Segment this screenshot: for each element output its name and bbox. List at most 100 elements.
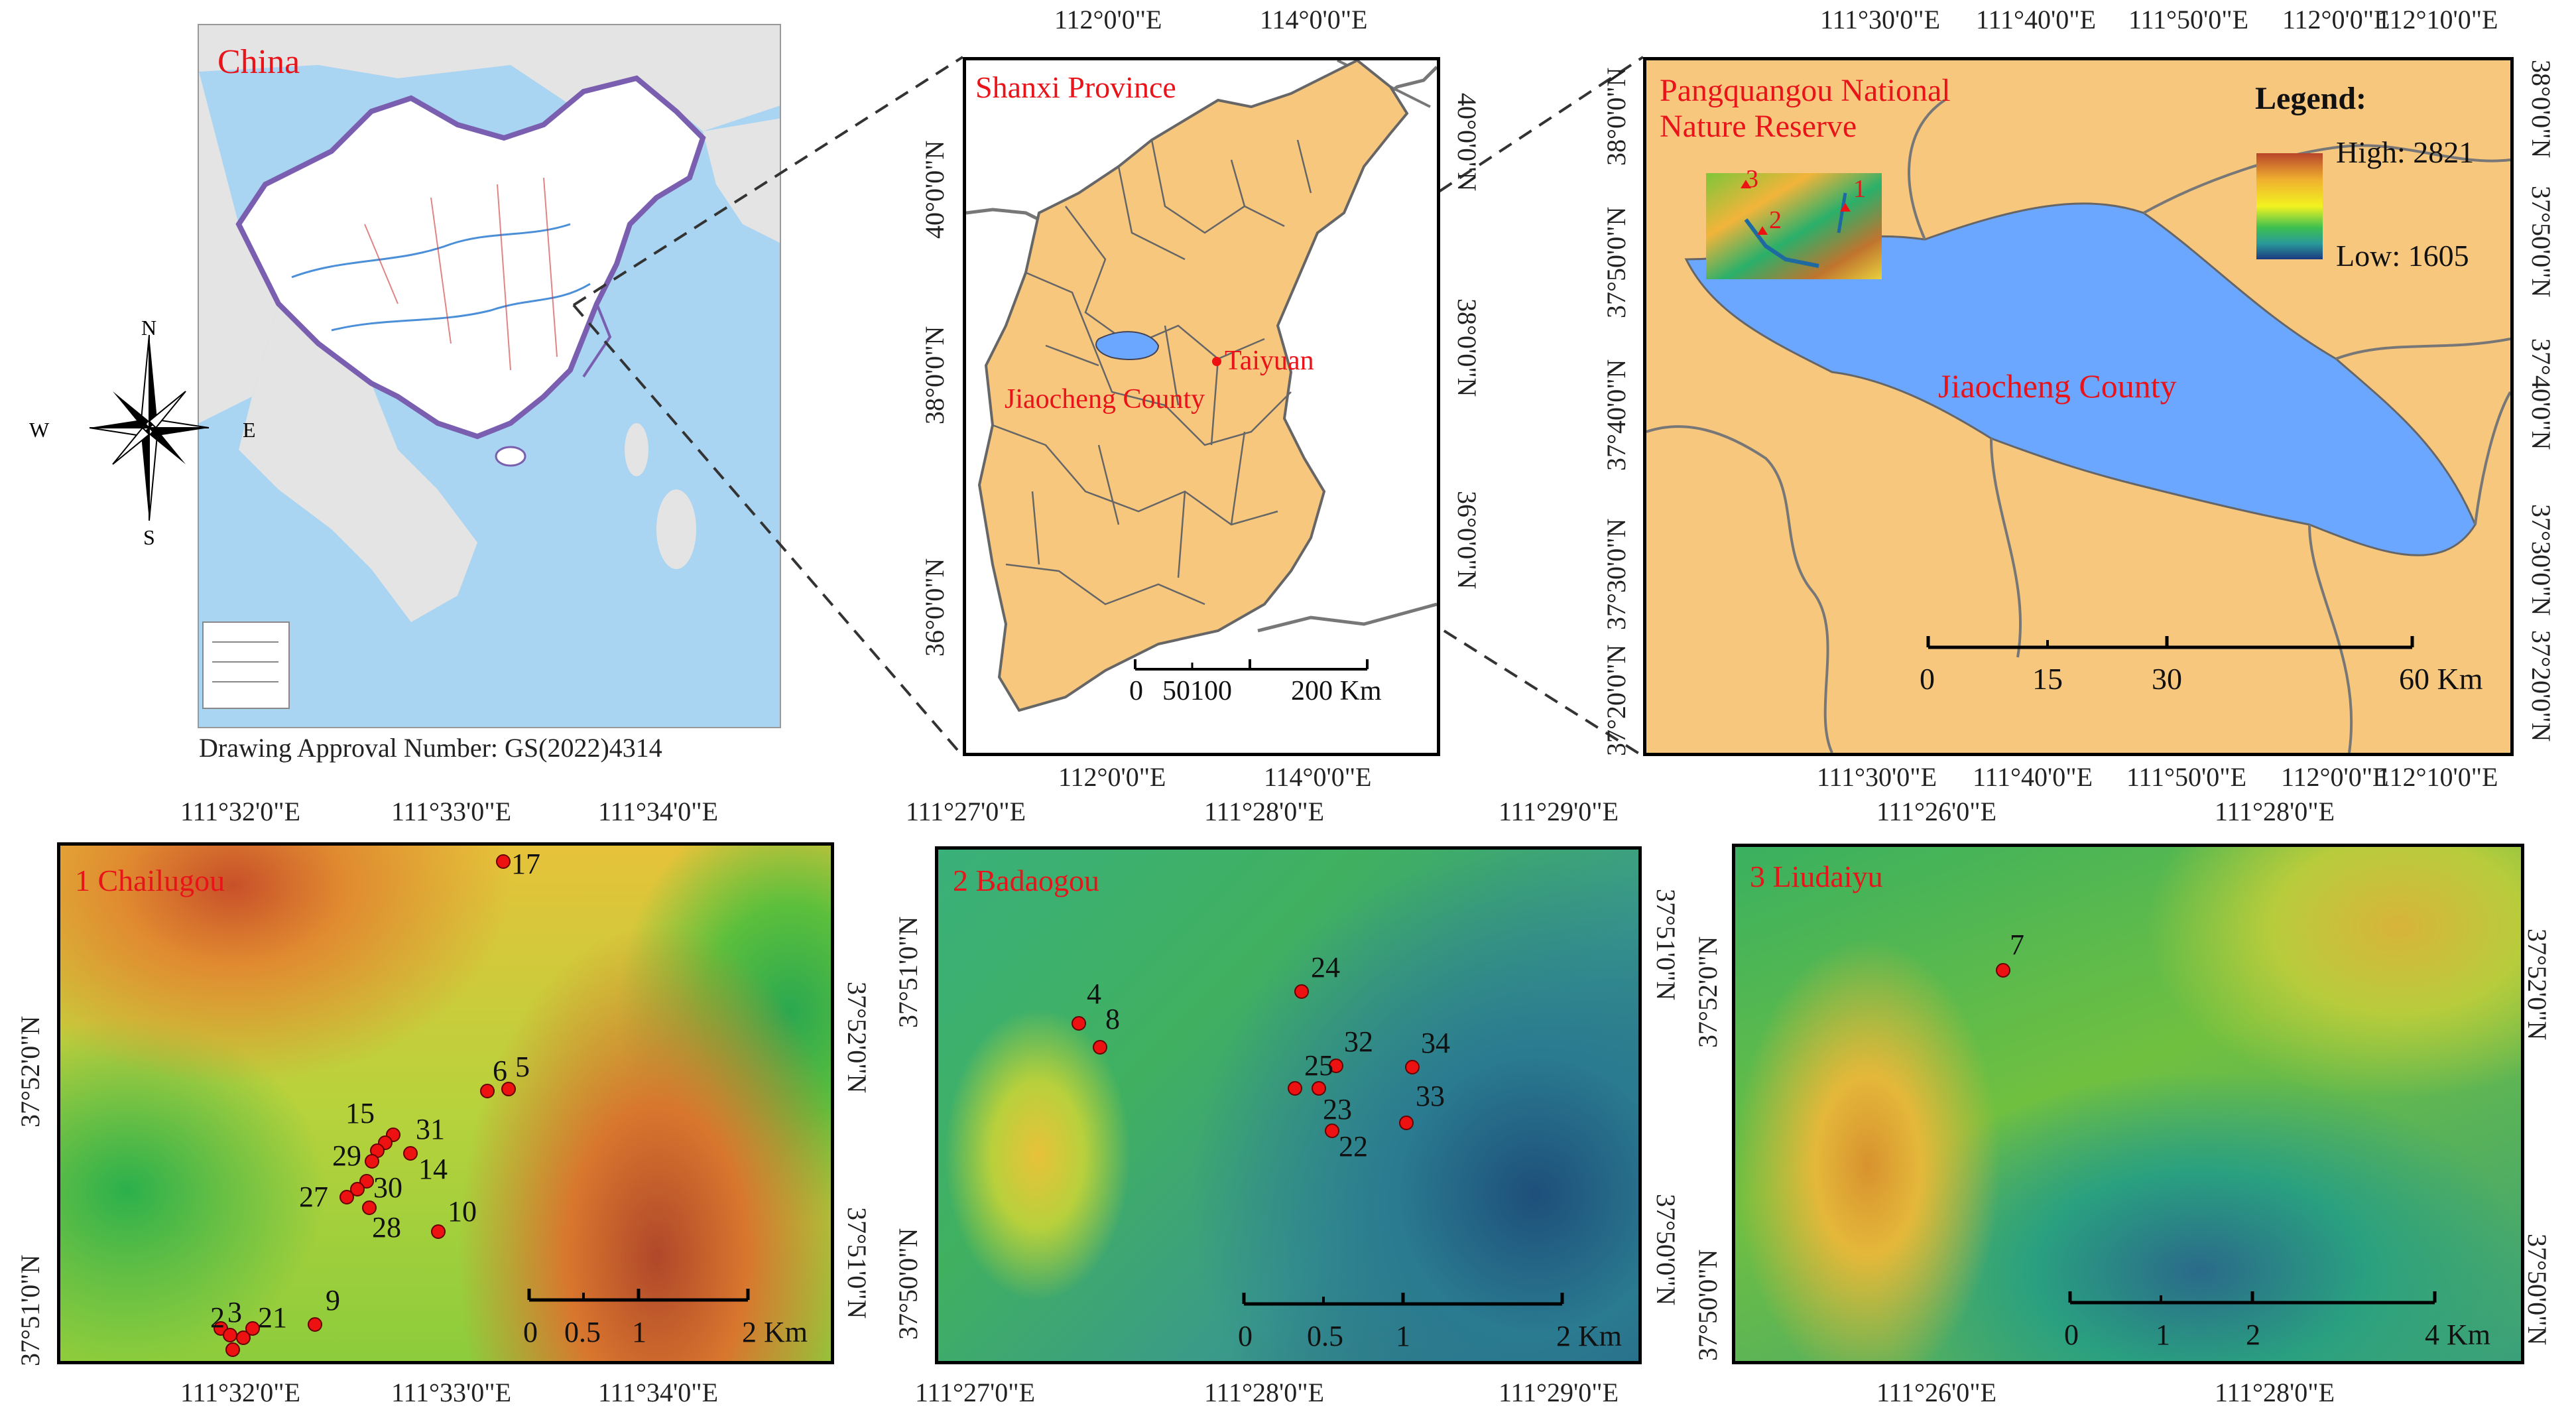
taiyuan-point: [1212, 357, 1221, 366]
chailugou-title: 1 Chailugou: [75, 864, 225, 897]
chailugou-top-tick: 111°34'0"E: [598, 797, 718, 826]
jiaocheng-title-1: Pangquangou National: [1660, 73, 1951, 108]
point-label: 14: [418, 1153, 448, 1185]
shanxi-right-tick: 40°0'0"N: [1452, 93, 1482, 192]
badaogou-bottom-tick: 111°29'0"E: [1499, 1378, 1619, 1407]
shanxi-right-tick: 36°0'0"N: [1452, 491, 1482, 590]
point-label: 30: [373, 1171, 402, 1204]
point-label: 27: [299, 1181, 328, 1213]
badaogou-top-tick: 111°27'0"E: [906, 797, 1026, 826]
jc-top-tick: 112°10'0"E: [2377, 5, 2498, 34]
point-label: 7: [2010, 929, 2024, 961]
point-label: 6: [493, 1055, 507, 1087]
jc-bottom-tick: 111°50'0"E: [2126, 762, 2246, 792]
jiaocheng-map-panel: Pangquangou National Nature Reserve 3 2 …: [1643, 57, 2514, 756]
chailugou-bottom-tick: 111°32'0"E: [180, 1378, 300, 1407]
china-map-panel: China: [198, 24, 781, 728]
point-label: 22: [1339, 1130, 1368, 1163]
legend-low: Low: 1605: [2336, 239, 2469, 273]
jiaocheng-scale-15: 15: [2032, 662, 2063, 696]
badaogou-top-tick: 111°28'0"E: [1204, 797, 1324, 826]
compass-rose: N S W E: [29, 312, 256, 550]
badaogou-scale-1: 1: [1396, 1320, 1410, 1352]
approval-number: Drawing Approval Number: GS(2022)4314: [199, 733, 662, 763]
jc-right-tick: 37°40'0"N: [2526, 338, 2556, 450]
chailugou-scale-2: 2 Km: [742, 1316, 808, 1348]
liudaiyu-scale-0: 0: [2064, 1319, 2079, 1351]
point-label: 33: [1416, 1080, 1445, 1112]
badaogou-right-tick: 37°51'0"N: [1651, 889, 1681, 1001]
shanxi-county-label: Jiaocheng County: [1005, 384, 1205, 415]
jiaocheng-scale-bar: [1926, 636, 2414, 649]
jc-top-tick: 111°40'0"E: [1976, 5, 2096, 34]
inset-label-3: 3: [1746, 165, 1758, 193]
site-point: [1312, 1081, 1326, 1096]
liudaiyu-scale-bar: [2068, 1291, 2437, 1305]
shanxi-scale-mid: 50100: [1162, 676, 1232, 706]
china-title: China: [217, 43, 300, 81]
badaogou-left-tick: 37°50'0"N: [893, 1228, 923, 1340]
jc-right-tick: 37°30'0"N: [2526, 504, 2556, 616]
jc-top-tick: 112°0'0"E: [2282, 5, 2390, 34]
shanxi-bottom-tick: 114°0'0"E: [1264, 762, 1372, 792]
site-point: [431, 1224, 446, 1239]
jiaocheng-title-2: Nature Reserve: [1660, 109, 1857, 144]
liudaiyu-left-tick: 37°50'0"N: [1693, 1249, 1723, 1361]
site-point: [1072, 1016, 1086, 1031]
point-label: 5: [515, 1051, 530, 1083]
shanxi-left-tick: 36°0'0"N: [920, 558, 950, 657]
badaogou-bottom-tick: 111°28'0"E: [1204, 1378, 1324, 1407]
inset-label-1: 1: [1853, 175, 1866, 203]
site-point: [496, 854, 511, 869]
site-point: [308, 1317, 322, 1332]
site-point: [223, 1328, 237, 1342]
jc-left-tick: 37°20'0"N: [1601, 644, 1631, 756]
chailugou-bottom-tick: 111°33'0"E: [391, 1378, 511, 1407]
jc-left-tick: 37°30'0"N: [1601, 518, 1631, 630]
liudaiyu-bottom-tick: 111°28'0"E: [2215, 1378, 2335, 1407]
chailugou-scale-05: 0.5: [564, 1316, 601, 1348]
jc-bottom-tick: 111°30'0"E: [1817, 762, 1937, 792]
chailugou-scale-bar: [527, 1289, 750, 1302]
point-label: 17: [511, 848, 540, 880]
liudaiyu-left-tick: 37°52'0"N: [1693, 936, 1723, 1048]
point-label: 28: [372, 1211, 401, 1244]
shanxi-right-tick: 38°0'0"N: [1452, 298, 1482, 397]
jc-left-tick: 38°0'0"N: [1601, 67, 1631, 166]
badaogou-top-tick: 111°29'0"E: [1499, 797, 1619, 826]
badaogou-title: 2 Badaogou: [953, 864, 1100, 897]
jc-right-tick: 38°0'0"N: [2526, 60, 2556, 159]
liudaiyu-panel: 3 Liudaiyu 7 0 1 2 4 Km: [1732, 844, 2524, 1364]
compass-e: E: [243, 418, 256, 442]
liudaiyu-top-tick: 111°28'0"E: [2215, 797, 2335, 826]
liudaiyu-right-tick: 37°52'0"N: [2522, 929, 2552, 1041]
chailugou-left-tick: 37°52'0"N: [15, 1015, 45, 1128]
site-point: [1405, 1060, 1420, 1074]
point-label: 2: [210, 1301, 225, 1334]
point-label: 34: [1421, 1027, 1450, 1059]
site-point: [245, 1321, 260, 1336]
jc-right-tick: 37°50'0"N: [2526, 186, 2556, 298]
chailugou-top-tick: 111°33'0"E: [391, 797, 511, 826]
site-point: [480, 1084, 495, 1098]
jc-bottom-tick: 112°10'0"E: [2377, 762, 2498, 792]
site-point: [1399, 1116, 1414, 1130]
jc-right-tick: 37°20'0"N: [2526, 630, 2556, 742]
site-point: [1329, 1059, 1343, 1073]
shanxi-map-graphic: [966, 60, 1437, 712]
site-point: [1093, 1040, 1107, 1055]
site-point: [501, 1082, 516, 1096]
point-label: 8: [1105, 1003, 1120, 1035]
chailugou-right-tick: 37°51'0"N: [842, 1207, 872, 1319]
shanxi-title: Shanxi Province: [975, 70, 1176, 104]
chailugou-scale-1: 1: [632, 1316, 646, 1348]
site-point: [350, 1182, 365, 1196]
jiaocheng-scale-0: 0: [1920, 662, 1935, 696]
point-label: 24: [1311, 951, 1340, 984]
badaogou-scale-2: 2 Km: [1556, 1320, 1622, 1352]
liudaiyu-top-tick: 111°26'0"E: [1876, 797, 1996, 826]
point-label: 21: [258, 1301, 287, 1334]
chailugou-scale-0: 0: [523, 1316, 538, 1348]
site-point: [339, 1190, 354, 1204]
inset-label-2: 2: [1769, 206, 1782, 234]
